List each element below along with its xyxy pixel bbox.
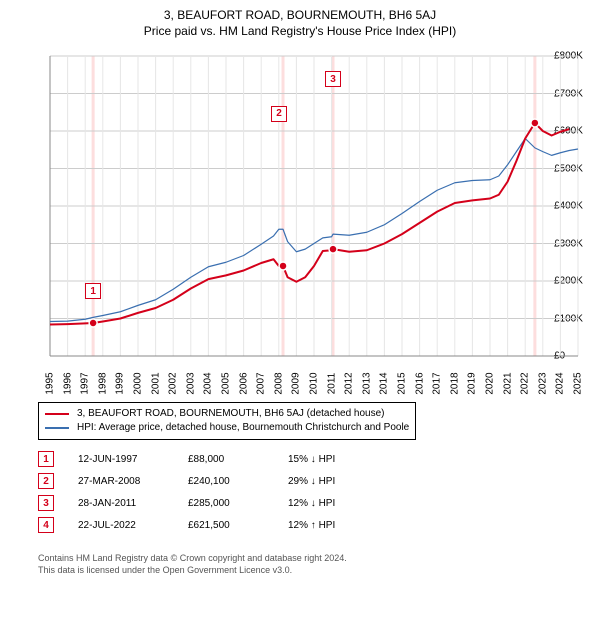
transaction-price: £285,000 (188, 498, 288, 509)
legend-row: HPI: Average price, detached house, Bour… (45, 421, 409, 435)
transaction-delta: 12% ↓ HPI (288, 498, 398, 509)
transaction-date: 22-JUL-2022 (78, 520, 188, 531)
transactions-table: 1 12-JUN-1997£88,00015% ↓ HPI 2 27-MAR-2008… (38, 448, 398, 536)
legend-label: 3, BEAUFORT ROAD, BOURNEMOUTH, BH6 5AJ (… (77, 407, 385, 421)
footnote: Contains HM Land Registry data © Crown c… (38, 552, 347, 576)
transaction-price: £88,000 (188, 454, 288, 465)
sale-marker-badge: 2 (271, 106, 287, 122)
transaction-row: 4 22-JUL-2022£621,50012% ↑ HPI (38, 514, 398, 536)
legend-label: HPI: Average price, detached house, Bour… (77, 421, 409, 435)
transaction-badge: 3 (38, 495, 54, 511)
transaction-badge: 2 (38, 473, 54, 489)
price-paid-line (50, 123, 569, 325)
transaction-row: 1 12-JUN-1997£88,00015% ↓ HPI (38, 448, 398, 470)
sale-marker-badge: 1 (85, 283, 101, 299)
transaction-delta: 29% ↓ HPI (288, 476, 398, 487)
legend-swatch (45, 413, 69, 415)
transaction-row: 2 27-MAR-2008£240,10029% ↓ HPI (38, 470, 398, 492)
legend-row: 3, BEAUFORT ROAD, BOURNEMOUTH, BH6 5AJ (… (45, 407, 409, 421)
transaction-row: 3 28-JAN-2011£285,00012% ↓ HPI (38, 492, 398, 514)
transaction-price: £621,500 (188, 520, 288, 531)
legend: 3, BEAUFORT ROAD, BOURNEMOUTH, BH6 5AJ (… (38, 402, 416, 440)
transaction-badge: 4 (38, 517, 54, 533)
transaction-date: 27-MAR-2008 (78, 476, 188, 487)
transaction-delta: 15% ↓ HPI (288, 454, 398, 465)
transaction-date: 28-JAN-2011 (78, 498, 188, 509)
transaction-delta: 12% ↑ HPI (288, 520, 398, 531)
transaction-price: £240,100 (188, 476, 288, 487)
footnote-line: Contains HM Land Registry data © Crown c… (38, 552, 347, 564)
transaction-badge: 1 (38, 451, 54, 467)
legend-swatch (45, 427, 69, 429)
transaction-date: 12-JUN-1997 (78, 454, 188, 465)
sale-marker-badge: 3 (325, 71, 341, 87)
footnote-line: This data is licensed under the Open Gov… (38, 564, 347, 576)
